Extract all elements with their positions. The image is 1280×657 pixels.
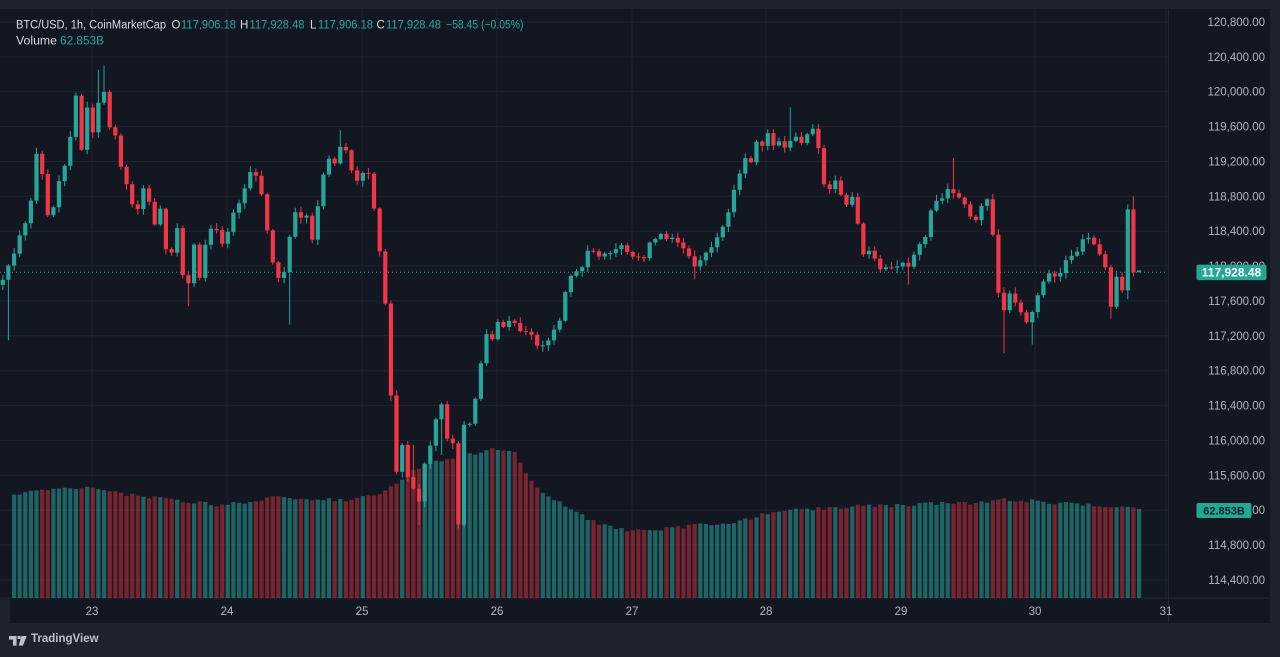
svg-text:29: 29	[895, 606, 908, 618]
svg-text:62.853B: 62.853B	[60, 36, 104, 48]
svg-text:23: 23	[86, 606, 99, 618]
svg-text:H: H	[240, 20, 248, 32]
svg-text:118,400.00: 118,400.00	[1208, 226, 1265, 238]
svg-text:116,000.00: 116,000.00	[1208, 435, 1265, 447]
svg-text:116,400.00: 116,400.00	[1208, 401, 1265, 413]
svg-text:C: C	[377, 20, 385, 32]
svg-text:26: 26	[491, 606, 504, 618]
svg-text:117,928.48: 117,928.48	[386, 20, 441, 32]
svg-text:120,400.00: 120,400.00	[1207, 52, 1265, 64]
svg-text:117,600.00: 117,600.00	[1208, 296, 1265, 308]
svg-text:119,200.00: 119,200.00	[1208, 157, 1265, 169]
svg-text:Volume: Volume	[16, 36, 57, 48]
svg-text:−58.45 (−0.05%): −58.45 (−0.05%)	[446, 20, 524, 32]
svg-text:BTC/USD, 1h, CoinMarketCap: BTC/USD, 1h, CoinMarketCap	[16, 20, 166, 32]
svg-text:116,800.00: 116,800.00	[1208, 366, 1265, 378]
svg-text:27: 27	[626, 606, 639, 618]
svg-text:114,800.00: 114,800.00	[1208, 540, 1265, 552]
svg-text:119,600.00: 119,600.00	[1208, 122, 1265, 134]
svg-text:117,200.00: 117,200.00	[1208, 331, 1265, 343]
svg-text:28: 28	[760, 606, 773, 618]
svg-text:118,800.00: 118,800.00	[1208, 191, 1265, 203]
svg-text:62.853B: 62.853B	[1203, 505, 1245, 517]
svg-text:120,000.00: 120,000.00	[1207, 87, 1265, 99]
svg-text:117,928.48: 117,928.48	[1202, 266, 1262, 280]
svg-text:117,906.18: 117,906.18	[318, 20, 373, 32]
svg-text:25: 25	[356, 606, 369, 618]
svg-text:117,906.18: 117,906.18	[181, 20, 236, 32]
svg-text:L: L	[310, 20, 317, 32]
svg-text:114,400.00: 114,400.00	[1208, 575, 1265, 587]
svg-text:115,600.00: 115,600.00	[1208, 470, 1265, 482]
svg-text:24: 24	[221, 606, 234, 618]
svg-text:31: 31	[1160, 606, 1173, 618]
svg-text:30: 30	[1029, 606, 1042, 618]
svg-text:117,928.48: 117,928.48	[250, 20, 305, 32]
svg-text:O: O	[172, 20, 181, 32]
svg-text:120,800.00: 120,800.00	[1207, 17, 1265, 29]
